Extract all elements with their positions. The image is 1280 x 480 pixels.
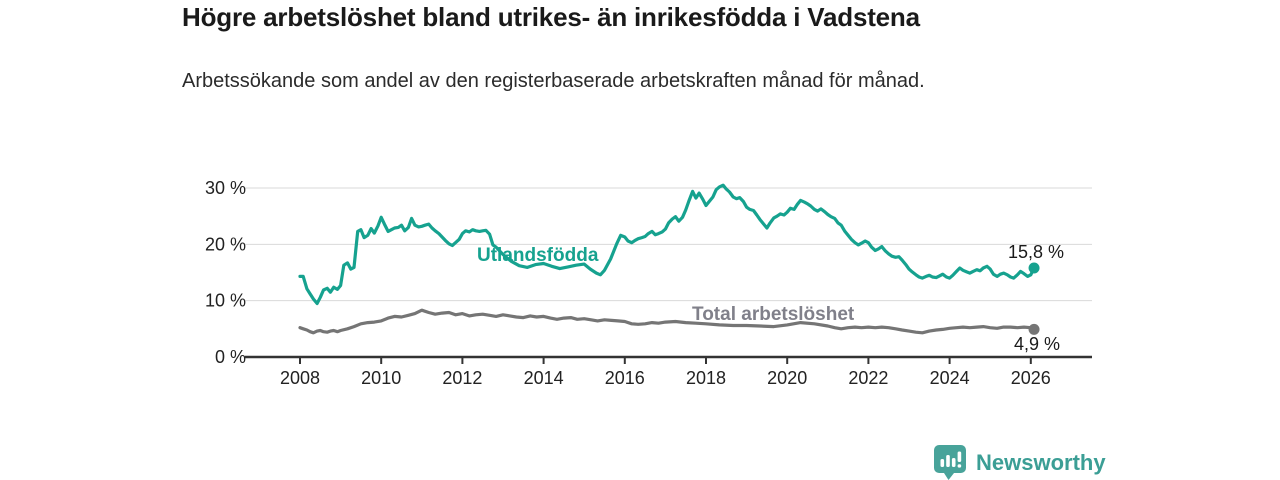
x-tick-label: 2020 [767,368,807,388]
series-line-utlandsf-dda [298,183,1036,306]
chart-subtitle: Arbetssökande som andel av den registerb… [182,70,925,92]
x-axis: 2008 2010 2012 2014 2016 2018 2020 2022 2024 2026 [245,355,1092,388]
y-tick-label: 20 % [205,234,246,254]
x-tick-label: 2008 [280,368,320,388]
series-label-utlandsfodda: Utlandsfödda [477,245,599,266]
brand-name: Newsworthy [976,449,1106,475]
x-tick-label: 2012 [442,368,482,388]
x-tick-label: 2018 [686,368,726,388]
end-value-label-utlandsfodda: 15,8 % [1008,242,1065,262]
chart-title: Högre arbetslöshet bland utrikes- än inr… [182,2,920,32]
x-tick-label: 2014 [524,368,564,388]
y-tick-label: 30 % [205,178,246,198]
x-tick-label: 2010 [361,368,401,388]
y-tick-label: 10 % [205,291,246,311]
x-tick-label: 2024 [930,368,970,388]
gridlines [245,187,1092,302]
series-line-total-arbetsl-shet [298,308,1036,335]
end-value-label-total-arbetsloshet: 4,9 % [1014,334,1061,354]
newsworthy-bar-chart-bubble-icon [934,445,966,480]
y-tick-label: 0 % [215,347,246,367]
x-tick-label: 2026 [1011,368,1051,388]
y-axis-labels: 0 % 10 % 20 % 30 % [205,178,246,367]
x-tick-label: 2016 [605,368,645,388]
x-tick-label: 2022 [848,368,888,388]
series-end-dot [1028,323,1040,335]
series-label-total-arbetsloshet: Total arbetslöshet [692,304,855,325]
series-end-dot [1028,262,1040,274]
newsworthy-logo[interactable]: Newsworthy [933,444,1106,480]
